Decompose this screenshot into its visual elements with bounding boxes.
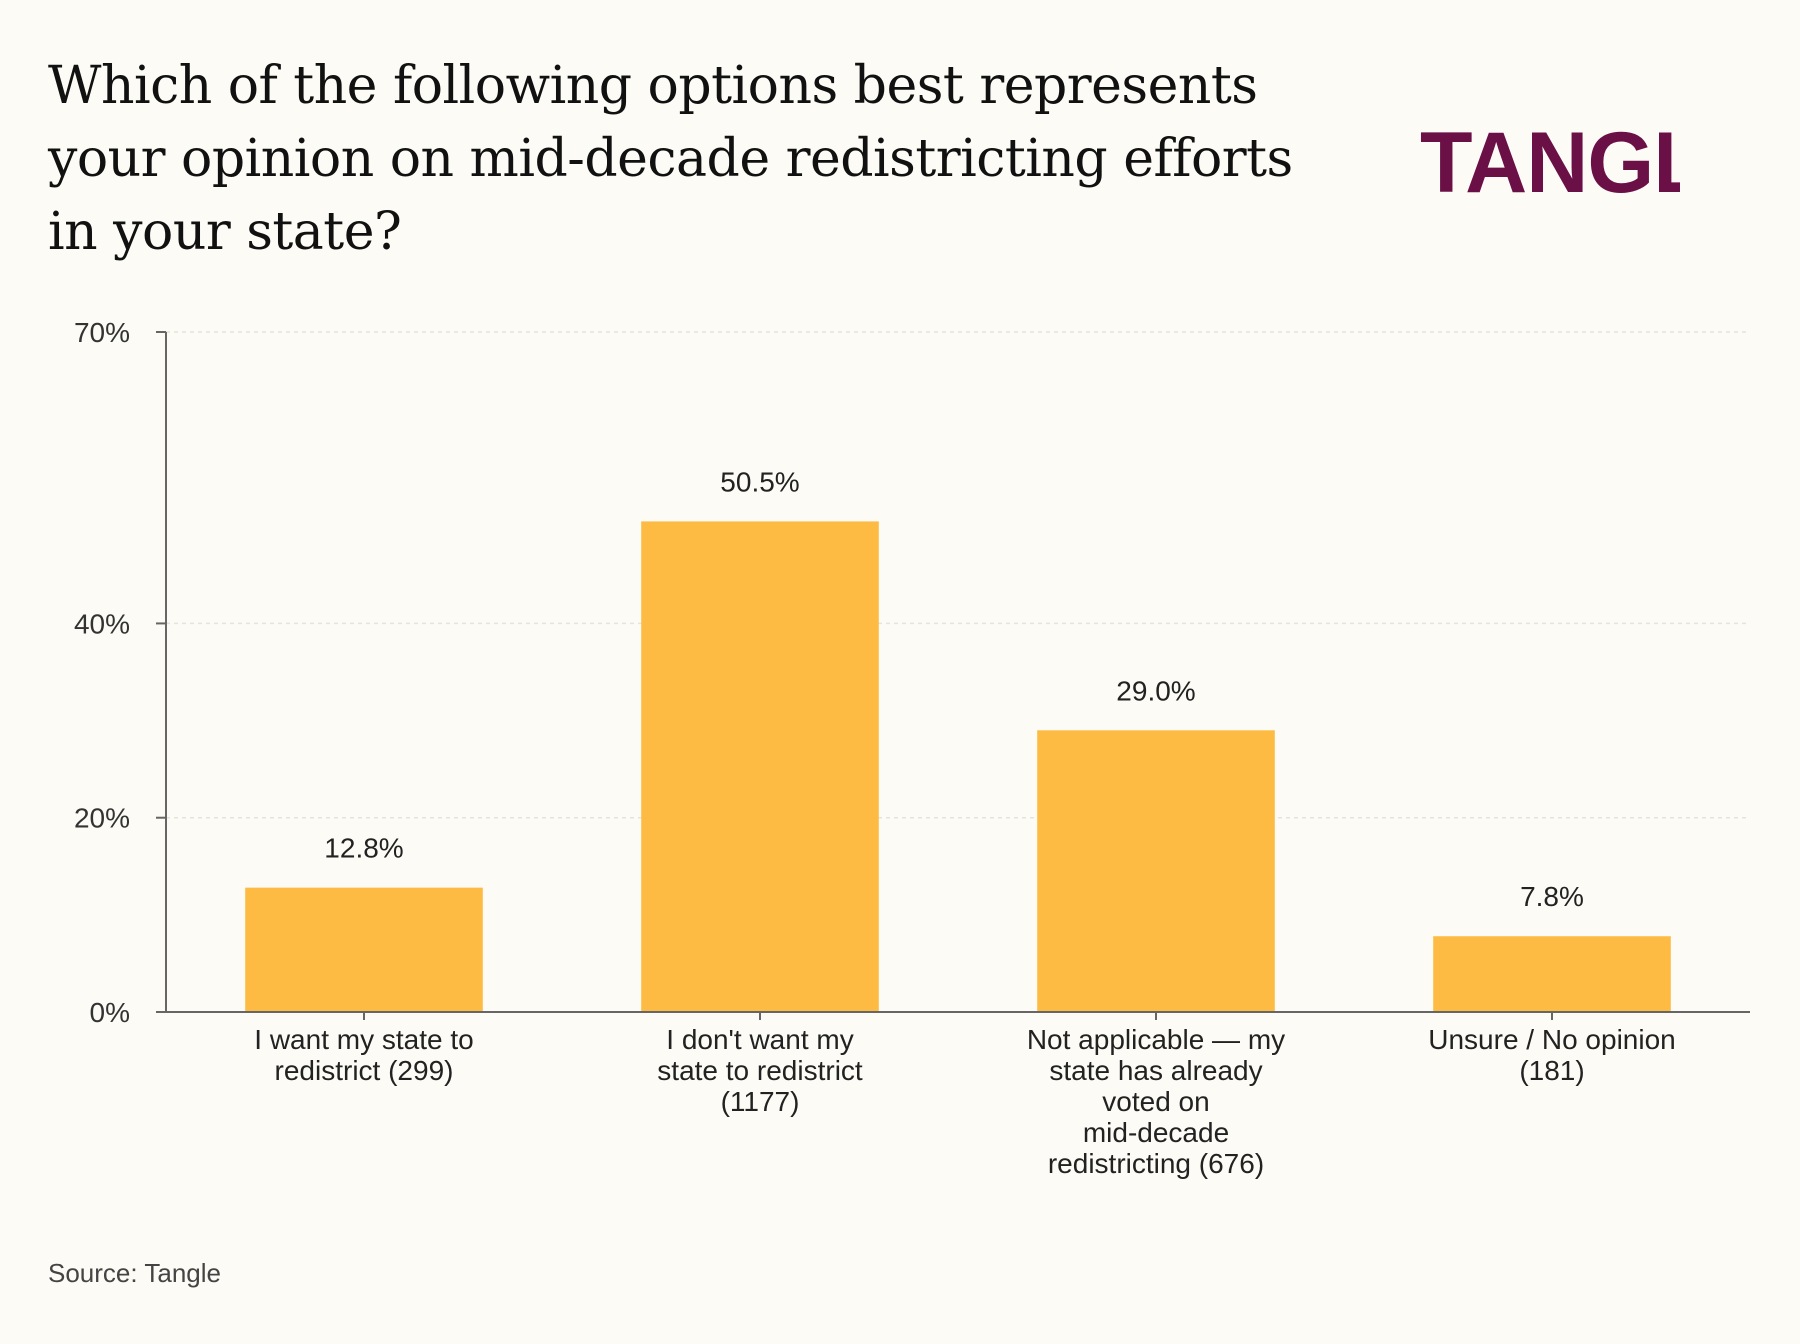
x-tick-label: Unsure / No opinion (181) <box>1428 1024 1675 1086</box>
y-tick-label: 70% <box>74 317 130 348</box>
x-tick-label: Not applicable — my state has already vote… <box>1027 1024 1285 1179</box>
data-label: 12.8% <box>324 833 403 864</box>
bar <box>1433 936 1671 1012</box>
source-note: Source: Tangle <box>48 1258 221 1288</box>
bars <box>245 521 1671 1012</box>
x-tick-label-line: state has already <box>1049 1055 1262 1086</box>
x-tick-label-line: voted on <box>1102 1086 1209 1117</box>
labels: 0%20%40%70%12.8%I want my state to redist… <box>74 317 1676 1179</box>
x-tick-label-line: (1177) <box>721 1086 800 1117</box>
data-label: 29.0% <box>1116 675 1195 706</box>
data-label: 50.5% <box>720 466 799 497</box>
bar <box>1037 730 1275 1012</box>
x-tick-label-line: state to redistrict <box>657 1055 863 1086</box>
gridlines <box>166 331 1750 819</box>
y-tick-label: 0% <box>90 997 130 1028</box>
x-tick-label-line: Unsure / No opinion <box>1428 1024 1675 1055</box>
tangle-logo: TANGLE <box>1420 116 1680 206</box>
y-tick-label: 40% <box>74 608 130 639</box>
x-tick-label-line: Not applicable — my <box>1027 1024 1285 1055</box>
y-tick-label: 20% <box>74 803 130 834</box>
x-tick-label-line: redistricting (676) <box>1048 1148 1264 1179</box>
x-tick-label-line: redistrict (299) <box>275 1055 454 1086</box>
x-tick-label: I don't want my state to redistrict (1177) <box>657 1024 863 1117</box>
chart-title: Which of the following options best repr… <box>48 56 1293 262</box>
x-tick-label-line: mid-decade <box>1083 1117 1229 1148</box>
x-tick-label-line: I want my state to <box>254 1024 473 1055</box>
axes <box>156 331 1750 1020</box>
x-tick-label: I want my state to redistrict (299) <box>254 1024 473 1086</box>
data-label: 7.8% <box>1520 881 1584 912</box>
bar <box>641 521 879 1012</box>
x-tick-label-line: I don't want my <box>666 1024 853 1055</box>
logo-text: TANGLE <box>1420 116 1680 206</box>
bar <box>245 887 483 1012</box>
x-tick-label-line: (181) <box>1519 1055 1584 1086</box>
